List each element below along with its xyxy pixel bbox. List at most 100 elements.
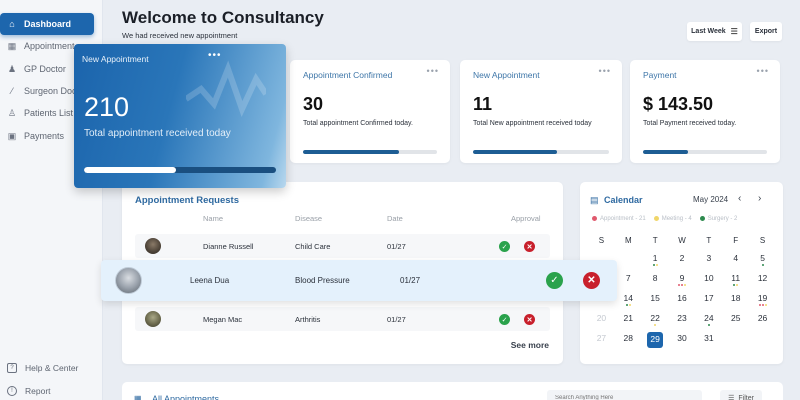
card-description: Total appointment received today — [84, 128, 231, 139]
more-options-icon[interactable]: ••• — [756, 66, 769, 76]
patients-icon: ♙ — [7, 107, 17, 118]
reject-x-icon[interactable]: ✕ — [583, 272, 600, 289]
reject-x-icon[interactable]: ✕ — [524, 241, 535, 252]
stat-value: 30 — [303, 94, 324, 114]
sidebar-item-appointment[interactable]: ▦ Appointment — [7, 40, 75, 52]
panel-title: Appointment Requests — [135, 195, 239, 206]
progress-bar — [643, 150, 767, 154]
see-more-link[interactable]: See more — [510, 340, 549, 350]
legend-meeting: Meeting - 4 — [653, 216, 692, 222]
page-title: Welcome to Consultancy — [122, 8, 324, 27]
stat-description: Total Payment received today. — [643, 120, 737, 127]
panel-title: All Appointments — [152, 394, 220, 400]
calendar-day[interactable]: 20 — [596, 313, 607, 323]
export-button[interactable]: Export — [750, 22, 782, 41]
calendar-day[interactable]: 3 — [706, 253, 712, 263]
card-label: New Appointment — [82, 54, 149, 64]
legend-surgery: Surgery - 2 — [699, 216, 737, 222]
stat-card-appointment-confirmed: Appointment Confirmed ••• 30 Total appoi… — [290, 60, 450, 163]
calendar-day[interactable]: 30 — [677, 333, 687, 343]
calendar-day[interactable]: 26 — [757, 313, 768, 323]
calendar-day[interactable]: 17 — [704, 293, 714, 303]
column-header-name: Name — [203, 214, 224, 223]
table-row-highlighted[interactable]: Leena Dua Blood Pressure 01/27 ✓ ✕ — [101, 260, 617, 301]
approve-check-icon[interactable]: ✓ — [546, 272, 563, 289]
card-value: 210 — [84, 92, 130, 122]
stat-label: New Appointment — [473, 70, 540, 80]
calendar-title: Calendar — [604, 195, 643, 205]
help-icon: ? — [7, 363, 17, 373]
calendar-day-selected[interactable]: 29 — [642, 332, 669, 348]
calendar-day[interactable]: 28 — [623, 333, 633, 343]
column-header-date: Date — [387, 214, 403, 223]
calendar-day[interactable]: 15 — [650, 293, 660, 303]
sidebar-item-surgeon-doctor[interactable]: ⁄ Surgeon Doctor — [0, 80, 103, 102]
sidebar-item-help-center[interactable]: ? Help & Center — [0, 359, 78, 377]
avatar — [145, 311, 161, 327]
calendar-day[interactable]: 16 — [677, 293, 687, 303]
page-subtitle: We had received new appointment — [122, 31, 238, 40]
chevron-left-icon[interactable]: ‹ — [738, 193, 742, 204]
stat-description: Total New appointment received today — [473, 120, 592, 127]
calendar-day[interactable]: 24 — [695, 312, 722, 328]
calendar-day[interactable]: 1 — [642, 252, 669, 268]
progress-bar — [84, 167, 276, 173]
period-filter-button[interactable]: Last Week ☰ — [687, 22, 742, 41]
avatar — [145, 238, 161, 254]
more-options-icon[interactable]: ••• — [426, 66, 439, 76]
column-header-approval: Approval — [511, 214, 541, 223]
filter-button[interactable]: ☰ Filter — [720, 390, 762, 400]
calendar-day[interactable]: 5 — [749, 252, 776, 268]
calendar-day[interactable]: 11 — [722, 272, 749, 288]
more-options-icon[interactable]: ••• — [208, 50, 222, 61]
table-row[interactable]: Dianne Russell Child Care 01/27 ✓ ✕ — [135, 234, 550, 258]
new-appointment-highlight-card: New Appointment ••• 210 Total appointmen… — [74, 44, 286, 188]
all-appointments-panel: ▦ All Appointments ☰ Filter — [122, 382, 783, 400]
more-options-icon[interactable]: ••• — [598, 66, 611, 76]
sidebar-item-patients-list[interactable]: ♙ Patients List — [7, 107, 74, 119]
approve-check-icon[interactable]: ✓ — [499, 314, 510, 325]
calendar-day[interactable]: 10 — [704, 273, 714, 283]
calendar-icon: ▦ — [7, 40, 17, 51]
calendar-day[interactable]: 2 — [679, 253, 685, 263]
table-row[interactable]: Megan Mac Arthritis 01/27 ✓ ✕ — [135, 307, 550, 331]
search-input[interactable] — [547, 390, 702, 400]
calendar-day[interactable]: 14 — [615, 292, 642, 308]
calendar-day[interactable]: 27 — [596, 333, 607, 343]
stat-card-payment: Payment ••• $ 143.50 Total Payment recei… — [630, 60, 780, 163]
calendar-day[interactable]: 8 — [652, 273, 658, 283]
calendar-day[interactable]: 31 — [704, 333, 714, 343]
stat-value: $ 143.50 — [643, 94, 714, 114]
calendar-day[interactable]: 12 — [757, 273, 768, 283]
calendar-day[interactable]: 23 — [677, 313, 687, 323]
stat-label: Appointment Confirmed — [303, 70, 393, 80]
avatar — [115, 267, 142, 294]
wave-decoration-icon — [186, 60, 266, 117]
sidebar-item-report[interactable]: ! Report — [0, 382, 51, 400]
approve-check-icon[interactable]: ✓ — [499, 241, 510, 252]
calendar-day[interactable]: 21 — [623, 313, 633, 323]
sidebar-item-dashboard[interactable]: ⌂ Dashboard — [0, 13, 94, 35]
stat-value: 11 — [473, 94, 493, 114]
stat-label: Payment — [643, 70, 677, 80]
calendar-day[interactable]: 4 — [733, 253, 739, 263]
doctor-icon: ♟ — [7, 63, 17, 74]
progress-bar — [473, 150, 609, 154]
calendar-day[interactable]: 22 — [642, 312, 669, 328]
calendar-legend: Appointment - 21 Meeting - 4 Surgery - 2 — [592, 216, 737, 222]
sidebar-item-payments[interactable]: ▣ Payments — [7, 130, 65, 142]
calendar-grid: S M T W T F S 1 2 3 4 5 6 7 8 9 10 11 12… — [588, 236, 776, 348]
calendar-day[interactable]: 9 — [669, 272, 696, 288]
calendar-day[interactable]: 25 — [730, 313, 741, 323]
reject-x-icon[interactable]: ✕ — [524, 314, 535, 325]
chevron-right-icon[interactable]: › — [758, 193, 762, 204]
calendar-day[interactable]: 19 — [749, 292, 776, 308]
home-icon: ⌂ — [9, 19, 15, 29]
info-icon: ! — [7, 386, 17, 396]
legend-appointment: Appointment - 21 — [592, 216, 646, 222]
calendar-day[interactable]: 7 — [625, 273, 631, 283]
sliders-icon: ☰ — [728, 395, 735, 400]
calendar-day[interactable]: 18 — [730, 293, 741, 303]
scalpel-icon: ⁄ — [11, 86, 13, 96]
sidebar-item-gp-doctor[interactable]: ♟ GP Doctor — [7, 63, 66, 75]
